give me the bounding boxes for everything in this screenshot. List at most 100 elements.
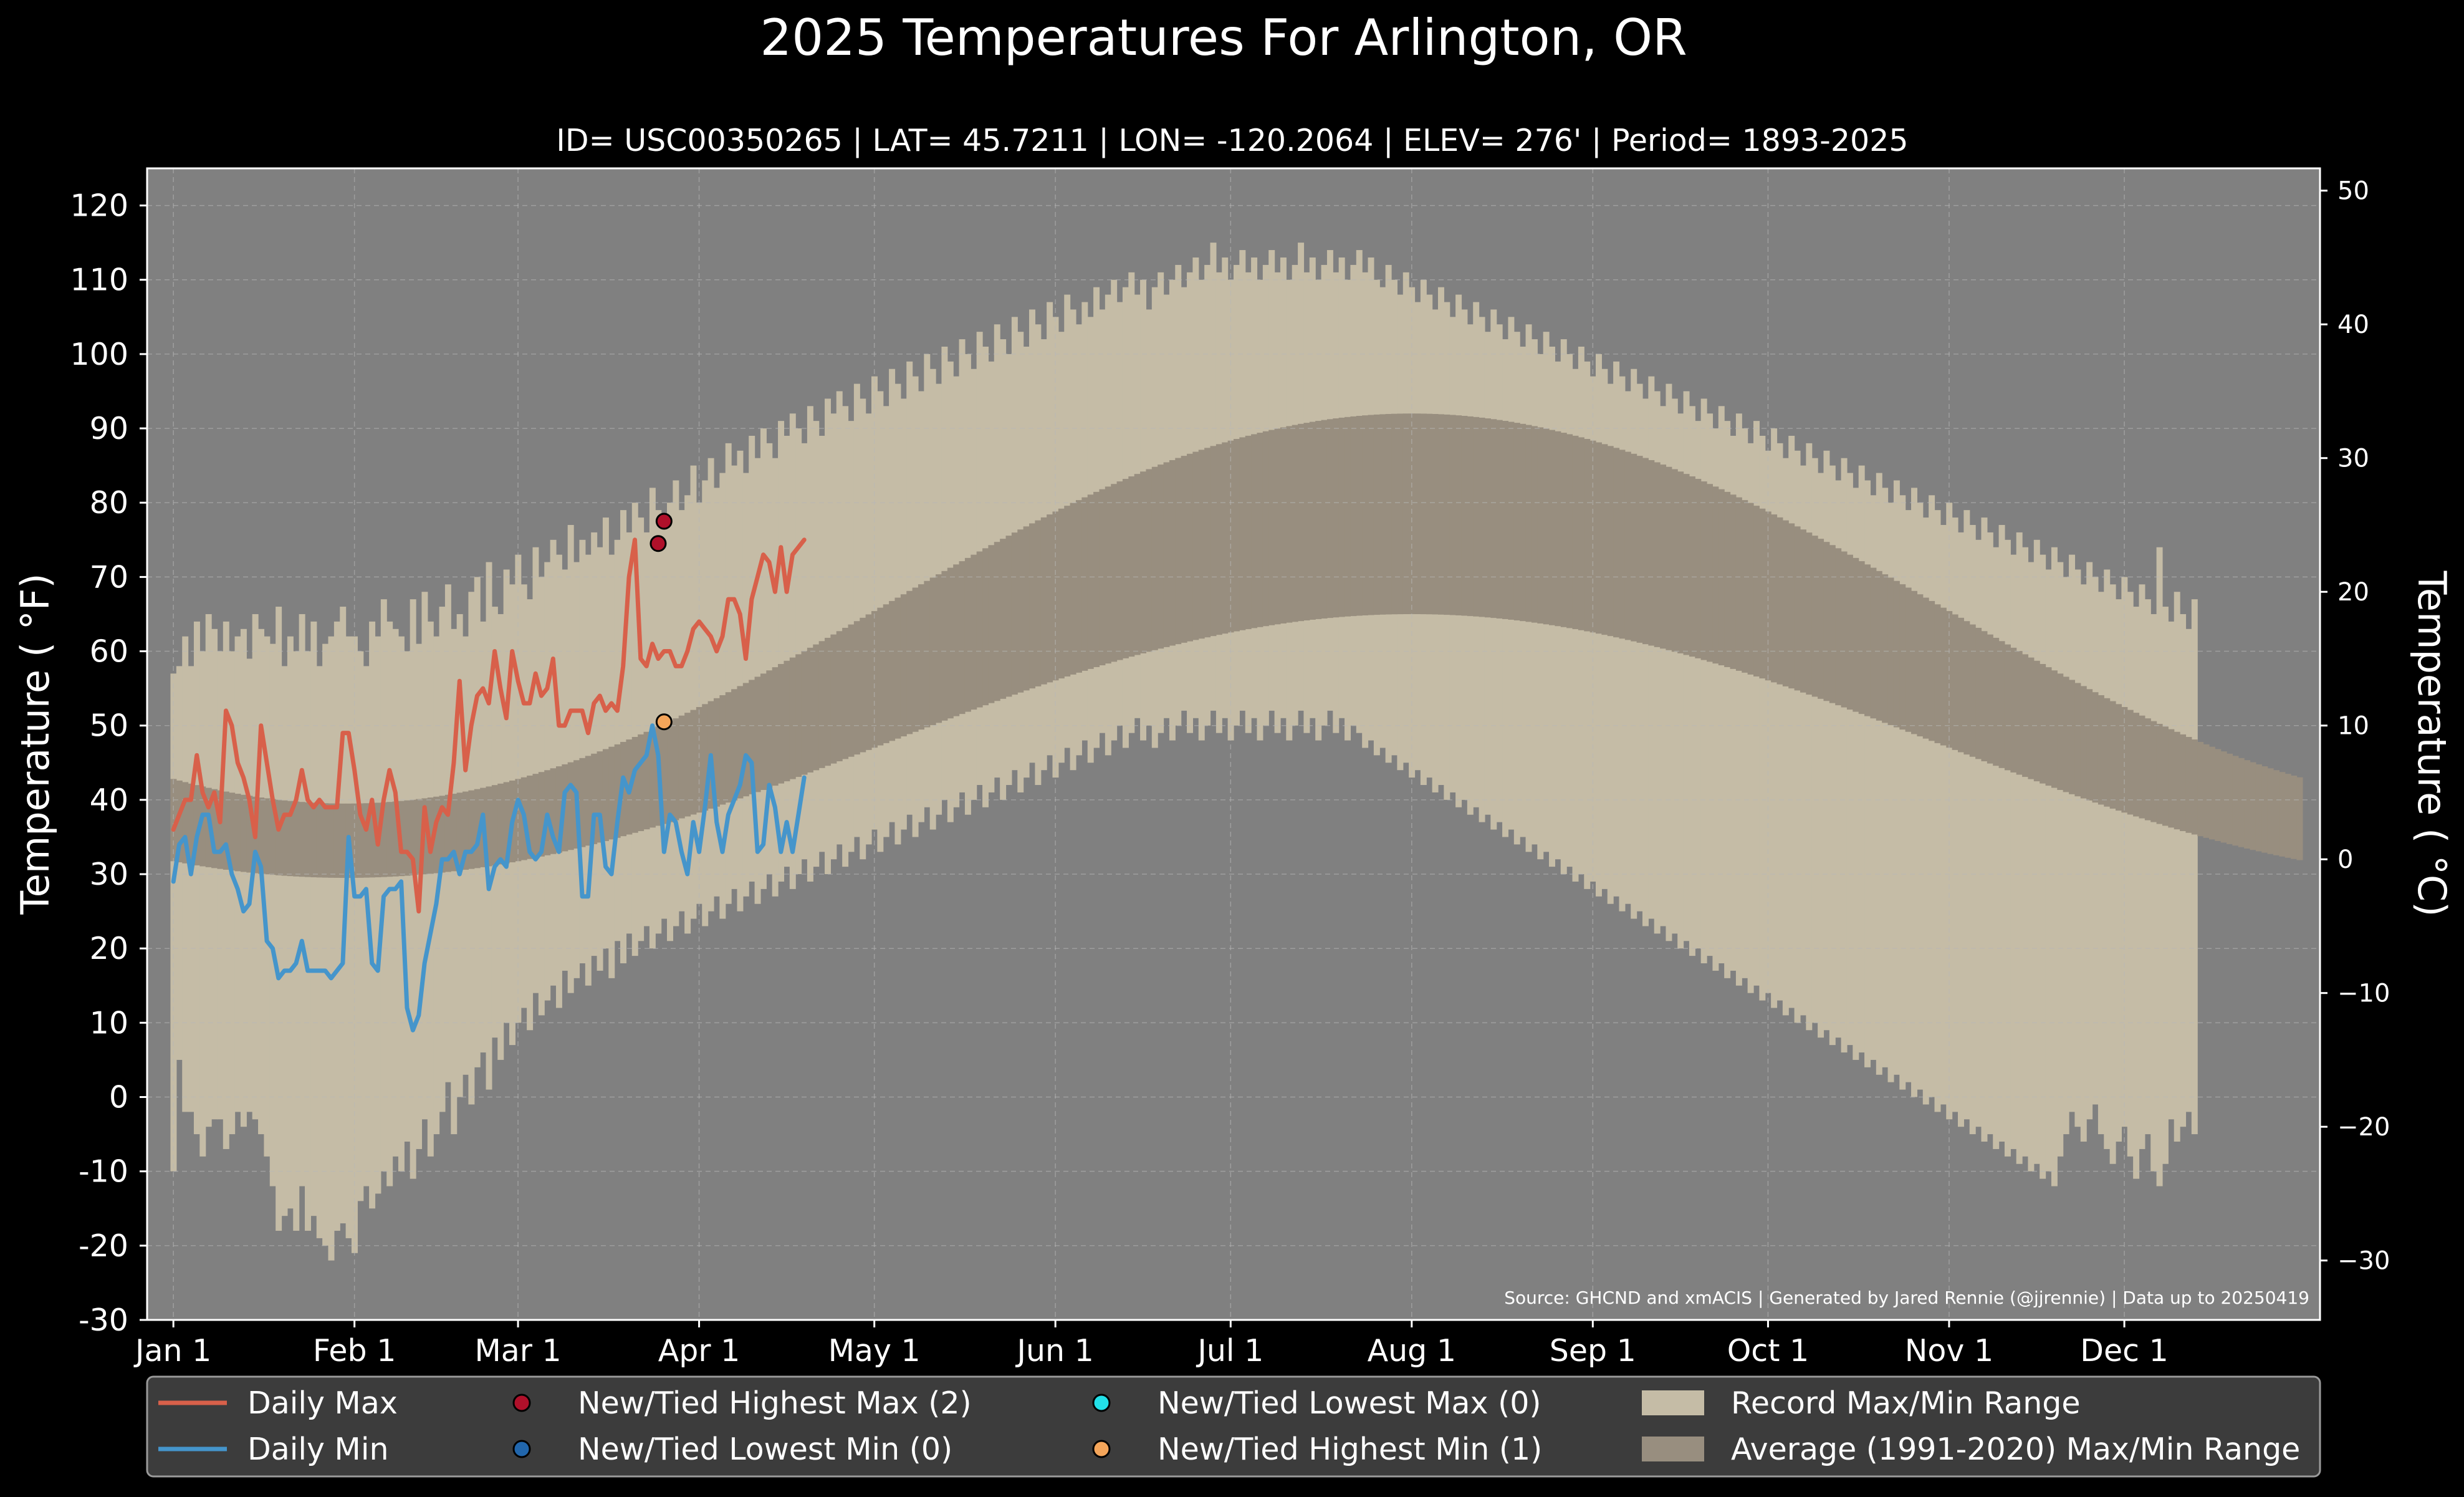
record-range-bar	[626, 532, 633, 934]
average-range-bar	[649, 729, 656, 828]
average-range-bar	[1631, 453, 1637, 642]
record-range-bar	[713, 488, 720, 897]
average-range-bar	[614, 744, 621, 838]
record-range-bar	[1811, 458, 1818, 1023]
record-range-bar	[2016, 532, 2023, 1164]
x-tick-label: Oct 1	[1727, 1333, 1809, 1369]
record-range-bar	[451, 628, 458, 1135]
legend-label: New/Tied Lowest Min (0)	[578, 1432, 952, 1467]
average-range-bar	[1268, 430, 1275, 625]
record-range-bar	[2144, 599, 2151, 1135]
average-range-bar	[1368, 415, 1374, 615]
record-range-bar	[1712, 428, 1719, 971]
average-range-bar	[1981, 631, 1988, 761]
x-tick-label: Jul 1	[1196, 1333, 1263, 1369]
average-range-bar	[287, 801, 294, 877]
average-range-bar	[2092, 692, 2099, 803]
average-range-bar	[684, 713, 691, 817]
y2-tick-label: 40	[2337, 310, 2369, 339]
average-range-bar	[865, 614, 872, 750]
average-range-bar	[1479, 417, 1485, 617]
y-tick-label: -20	[79, 1228, 128, 1264]
average-range-bar	[1181, 456, 1187, 643]
record-range-bar	[369, 621, 376, 1209]
average-range-bar	[2255, 764, 2262, 852]
record-range-bar	[2086, 562, 2093, 1120]
average-range-bar	[1070, 503, 1076, 675]
average-range-bar	[1251, 434, 1258, 628]
average-range-bar	[199, 786, 206, 867]
average-range-bar	[1993, 637, 2000, 766]
y-tick-label: 80	[90, 485, 128, 521]
record-range-bar	[871, 376, 878, 830]
x-axis-ticks: Jan 1 Feb 1 Mar 1 Apr 1 May 1 Jun 1 Jul 1 Aug 1…	[133, 1320, 2169, 1369]
average-range-bar	[1134, 474, 1141, 655]
average-range-bar	[2162, 726, 2169, 826]
legend-label: Average (1991-2020) Max/Min Range	[1731, 1432, 2300, 1467]
average-range-bar	[2261, 766, 2268, 853]
average-range-bar	[830, 634, 837, 764]
average-range-bar	[1075, 500, 1082, 673]
record-range-bar	[176, 666, 183, 1060]
average-range-bar	[982, 548, 989, 706]
record-range-bar	[2191, 599, 2198, 1135]
average-range-bar	[941, 570, 948, 721]
record-range-bar	[1671, 398, 1678, 934]
plot-frame	[146, 167, 2321, 1321]
average-range-bar	[305, 802, 311, 877]
average-range-bar	[696, 706, 702, 813]
average-range-bar	[860, 617, 866, 753]
average-range-bar	[818, 641, 825, 768]
record-range-bar	[836, 391, 843, 845]
average-range-bar	[1695, 479, 1702, 658]
record-range-bar	[643, 532, 650, 927]
legend-swatch-patch	[1642, 1437, 1704, 1461]
record-range-bar	[293, 651, 300, 1231]
average-range-bar	[1742, 500, 1748, 673]
average-range-bar	[369, 802, 376, 878]
average-range-bar	[328, 803, 335, 878]
average-range-bar	[1893, 580, 1900, 728]
record-range-bar	[1841, 458, 1848, 1053]
record-range-bar	[2116, 599, 2122, 1142]
record-range-bar	[725, 443, 732, 904]
record-range-bar	[1707, 413, 1714, 956]
record-range-bar	[217, 651, 224, 1120]
average-range-bar	[1467, 416, 1474, 617]
y-tick-label: 60	[90, 634, 128, 670]
average-range-bar	[1753, 506, 1760, 676]
average-range-bar	[1204, 448, 1211, 638]
average-range-bar	[392, 801, 399, 877]
record-range-bar	[433, 636, 440, 1135]
average-range-bar	[1952, 614, 1958, 750]
record-range-bar	[299, 614, 305, 1187]
record-range-bar	[2092, 577, 2099, 1105]
average-range-bar	[176, 780, 183, 863]
average-range-bar	[1023, 526, 1030, 691]
average-range-bar	[1081, 497, 1088, 671]
record-range-bar	[853, 383, 860, 837]
average-range-bar	[1163, 462, 1170, 647]
average-range-bar	[211, 789, 218, 869]
record-range-bar	[1858, 465, 1865, 1053]
average-range-bar	[597, 751, 603, 843]
record-range-bar	[1735, 413, 1742, 986]
y2-tick-label: 0	[2337, 845, 2353, 874]
average-range-bar	[807, 647, 813, 773]
average-range-bar	[1029, 523, 1035, 689]
record-range-bar	[199, 651, 206, 1157]
record-range-bar	[1771, 428, 1778, 1008]
legend-swatch-patch	[1642, 1390, 1704, 1415]
record-range-bar	[638, 517, 645, 941]
record-range-bar	[760, 428, 767, 889]
record-range-bar	[620, 510, 627, 964]
average-range-bar	[1052, 511, 1059, 681]
average-range-bar	[737, 686, 744, 799]
average-range-bar	[1660, 465, 1667, 649]
average-range-bar	[1005, 536, 1012, 697]
average-range-bar	[1449, 415, 1456, 615]
average-range-bar	[1116, 481, 1123, 660]
average-range-bar	[1613, 448, 1620, 638]
average-range-bar	[1549, 430, 1555, 625]
average-range-bar	[877, 607, 884, 746]
